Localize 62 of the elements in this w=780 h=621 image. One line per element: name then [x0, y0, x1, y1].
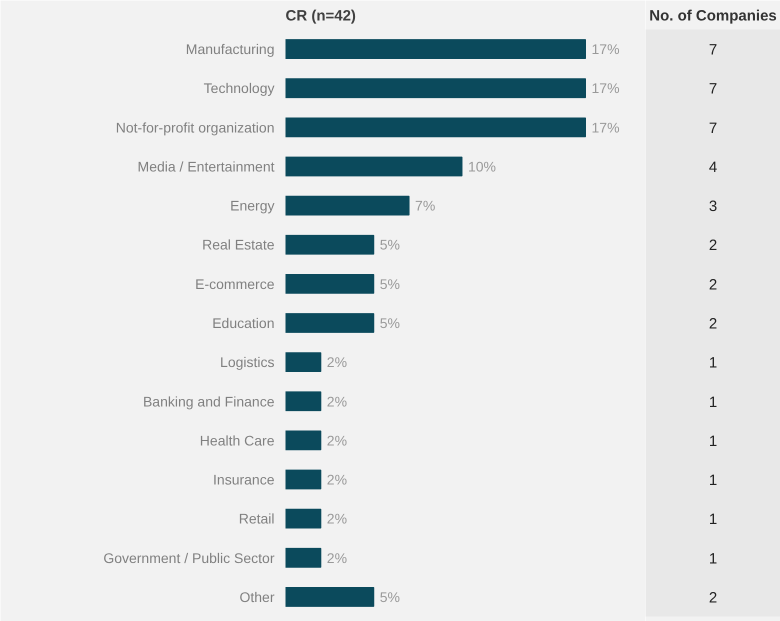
data-label: 2% — [326, 550, 348, 566]
data-label: 2 — [708, 276, 718, 294]
y-tick-label: Government / Public Sector — [103, 550, 275, 566]
y-tick-label: Energy — [230, 198, 274, 214]
data-label: 2 — [708, 316, 718, 332]
y-tick-label: Not-for-profit organization — [116, 119, 275, 136]
data-label: 5% — [380, 588, 400, 605]
y-tick-label: Insurance — [213, 472, 275, 488]
data-label: 7 — [708, 42, 718, 59]
y-tick-label: Health Care — [200, 432, 275, 448]
bar — [286, 234, 374, 255]
bar — [286, 470, 322, 490]
y-tick-label: Media / Entertainment — [138, 158, 275, 174]
data-label: 2% — [326, 393, 348, 410]
data-label: 5% — [380, 276, 400, 292]
data-label: 5% — [380, 236, 400, 253]
y-tick-label: E-commerce — [195, 276, 275, 292]
data-label: 2 — [708, 589, 718, 606]
y-tick-label: Logistics — [220, 354, 274, 370]
data-label: 17% — [592, 41, 620, 58]
bar — [286, 352, 322, 372]
bar — [286, 39, 586, 59]
bar — [286, 78, 586, 98]
bar — [286, 274, 374, 294]
data-label: 5% — [380, 315, 400, 331]
y-tick-label: Technology — [204, 80, 274, 96]
data-label: 2% — [326, 510, 348, 527]
data-label: 2% — [326, 354, 348, 370]
data-label: 2% — [326, 432, 348, 448]
bar — [286, 430, 322, 450]
y-tick-label: Other — [239, 588, 275, 605]
data-label: 7 — [708, 120, 718, 137]
data-label: 10% — [468, 158, 496, 174]
bar — [286, 587, 374, 607]
data-label: 17% — [592, 80, 620, 96]
data-label: 17% — [592, 119, 620, 136]
data-label: 1 — [708, 394, 718, 411]
y-tick-label: Education — [212, 315, 275, 331]
bar — [286, 508, 322, 529]
data-label: 1 — [708, 472, 718, 490]
bar — [286, 313, 374, 333]
data-label: 3 — [708, 198, 718, 216]
y-tick-label: Banking and Finance — [142, 393, 275, 410]
data-label: 7 — [708, 80, 718, 98]
data-label: 1 — [708, 354, 718, 372]
data-label: 1 — [708, 511, 718, 528]
chart-title: CR (n=42) — [286, 8, 356, 24]
bar — [286, 548, 322, 568]
data-label: 1 — [708, 432, 718, 450]
data-label: 2% — [326, 472, 348, 488]
y-tick-label: Retail — [238, 510, 275, 527]
data-label: 4 — [708, 158, 718, 176]
text: No. of Companies — [649, 8, 777, 24]
data-label: 1 — [708, 550, 718, 568]
data-label: 2 — [708, 237, 718, 254]
bar — [286, 117, 586, 138]
y-tick-label: Manufacturing — [186, 41, 274, 58]
data-label: 7% — [415, 198, 436, 214]
bar — [286, 391, 322, 412]
y-tick-label: Real Estate — [202, 236, 275, 253]
bar — [286, 156, 462, 176]
bar — [286, 196, 410, 216]
